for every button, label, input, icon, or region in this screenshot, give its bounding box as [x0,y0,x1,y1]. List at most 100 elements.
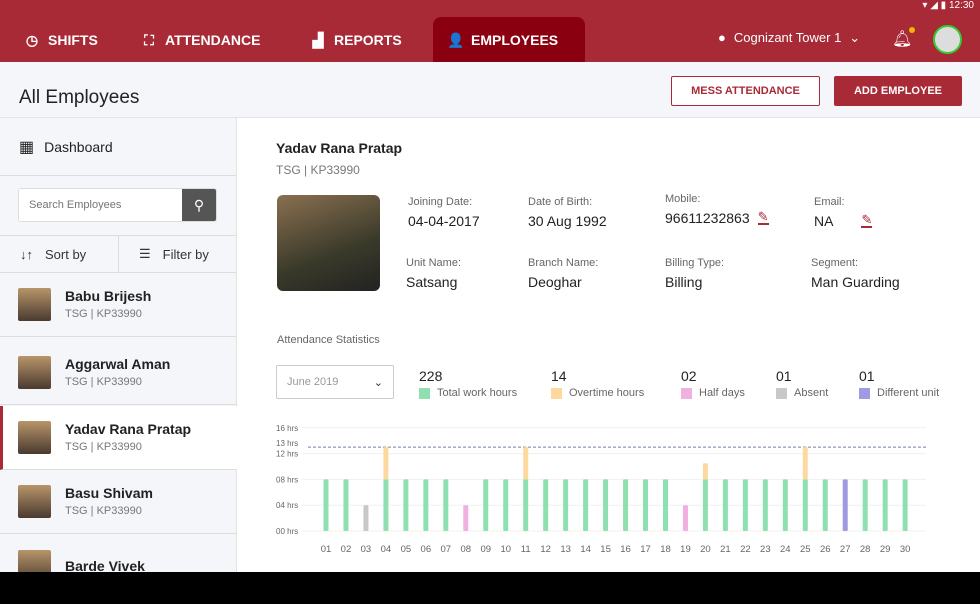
employee-photo [277,195,380,291]
clock: 12:30 [948,0,974,11]
employee-list-item[interactable]: Babu Brijesh TSG | KP33990 [0,273,237,337]
y-tick-label: 16 hrs [276,424,298,433]
filter-button[interactable]: ☰ Filter by [118,236,237,272]
bar-total-work-hours [443,479,449,531]
filter-icon: ☰ [139,246,151,261]
dob-field: Date of Birth: 30 Aug 1992 [528,196,607,229]
system-nav-bar [0,572,980,604]
bar-half-days [463,505,469,531]
tab-label: SHIFTS [48,31,98,48]
mobile-field: Mobile: 96611232863 ✎ [665,193,769,226]
search-button[interactable]: ⚲ [182,189,216,221]
x-tick-label: 04 [381,544,392,555]
bar-half-days [682,505,688,531]
x-tick-label: 23 [760,544,771,555]
x-tick-label: 06 [421,544,432,555]
tab-label: ATTENDANCE [165,31,261,48]
bar-total-work-hours [662,479,668,531]
legend-swatch [681,387,692,399]
search-input[interactable] [19,189,182,221]
y-tick-label: 08 hrs [276,475,298,484]
employee-sidebar: ▦ Dashboard ⚲ ↓↑ Sort by ☰ Filter by Babu B… [0,118,237,583]
x-tick-label: 25 [800,544,811,555]
bar-total-work-hours [882,479,888,531]
dashboard-link[interactable]: ▦ Dashboard [0,118,236,176]
chevron-down-icon: ⌄ [849,30,861,45]
bar-total-work-hours [802,479,808,531]
user-avatar[interactable] [933,25,962,54]
search-icon: ⚲ [193,196,205,213]
bar-total-work-hours [523,479,529,531]
tab-shifts[interactable]: ◷ SHIFTS [10,17,112,62]
bar-different-unit [842,479,848,531]
employee-photo [18,288,51,321]
edit-mobile-icon[interactable]: ✎ [757,209,769,225]
x-tick-label: 29 [880,544,891,555]
stats-title: Attendance Statistics [277,334,380,346]
stat-value: 01 [776,368,792,384]
bar-overtime-hours [383,447,389,480]
notification-button[interactable]: 🔔︎ [892,27,916,49]
bar-total-work-hours [403,479,409,531]
segment-field: Segment: Man Guarding [811,257,900,290]
tab-employees[interactable]: 👤 EMPLOYEES [433,17,585,62]
bar-total-work-hours [603,479,609,531]
edit-email-icon[interactable]: ✎ [861,212,873,228]
attendance-chart: 00 hrs 04 hrs 08 hrs 12 hrs 13 hrs 16 hrs 01 02… [276,424,926,555]
sort-label: Sort by [45,246,87,262]
bar-total-work-hours [543,479,549,531]
employee-name: Basu Shivam [65,484,153,501]
status-bar: ▾ ◢ ▮ 12:30 [922,0,974,11]
stat-label: Overtime hours [569,387,645,399]
y-tick-label: 13 hrs [276,439,298,448]
page-title: All Employees [19,87,140,108]
bar-total-work-hours [503,479,509,531]
bar-total-work-hours [762,479,768,531]
x-tick-label: 18 [660,544,671,555]
qr-scan-icon: ⛶ [144,31,154,48]
bar-total-work-hours [822,479,828,531]
x-tick-label: 13 [560,544,571,555]
location-selector[interactable]: ● Cognizant Tower 1 ⌄ [718,30,860,46]
employee-name-heading: Yadav Rana Pratap [276,140,403,156]
employee-list-item-selected[interactable]: Yadav Rana Pratap TSG | KP33990 [0,406,237,470]
bar-total-work-hours [722,479,728,531]
y-tick-label: 12 hrs [276,450,298,459]
top-nav-bar: ▾ ◢ ▮ 12:30 ◷ SHIFTS ⛶ ATTENDANCE ▟ REPORTS… [0,0,980,62]
tab-label: EMPLOYEES [471,31,559,48]
x-tick-label: 08 [461,544,472,555]
stat-label: Half days [699,387,745,399]
add-employee-button[interactable]: ADD EMPLOYEE [834,76,962,106]
x-tick-label: 12 [540,544,551,555]
sort-button[interactable]: ↓↑ Sort by [0,236,118,272]
bell-icon: 🔔︎ [892,31,913,48]
bar-total-work-hours [383,479,389,531]
stat-different-unit: 01 Different unit [859,368,939,399]
employee-list-item[interactable]: Aggarwal Aman TSG | KP33990 [0,341,237,405]
employee-list-item[interactable]: Basu Shivam TSG | KP33990 [0,470,237,534]
email-field: Email: NA ✎ [814,196,873,229]
x-tick-label: 21 [720,544,731,555]
chevron-down-icon: ⌄ [373,376,383,389]
tab-attendance[interactable]: ⛶ ATTENDANCE [127,17,274,62]
month-select[interactable]: June 2019 ⌄ [276,365,394,399]
billing-field: Billing Type: Billing [665,257,725,290]
bar-total-work-hours [862,479,868,531]
bar-absent [363,505,369,531]
legend-swatch [419,387,430,399]
employee-name: Yadav Rana Pratap [65,420,192,437]
x-tick-label: 19 [680,544,691,555]
x-tick-label: 22 [740,544,751,555]
dashboard-label: Dashboard [44,138,113,155]
employee-name: Aggarwal Aman [65,355,171,372]
x-tick-label: 11 [521,544,531,555]
month-value: June 2019 [287,376,339,388]
unit-field: Unit Name: Satsang [406,257,462,290]
x-tick-label: 10 [500,544,511,555]
stat-value: 01 [859,368,875,384]
bar-total-work-hours [702,479,708,531]
x-tick-label: 16 [620,544,631,555]
stat-label: Total work hours [437,387,518,399]
mess-attendance-button[interactable]: MESS ATTENDANCE [671,76,820,106]
tab-reports[interactable]: ▟ REPORTS [296,17,416,62]
